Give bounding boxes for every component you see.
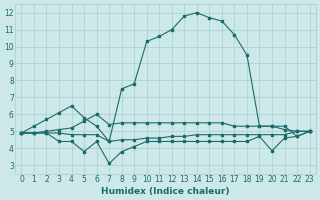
- X-axis label: Humidex (Indice chaleur): Humidex (Indice chaleur): [101, 187, 230, 196]
